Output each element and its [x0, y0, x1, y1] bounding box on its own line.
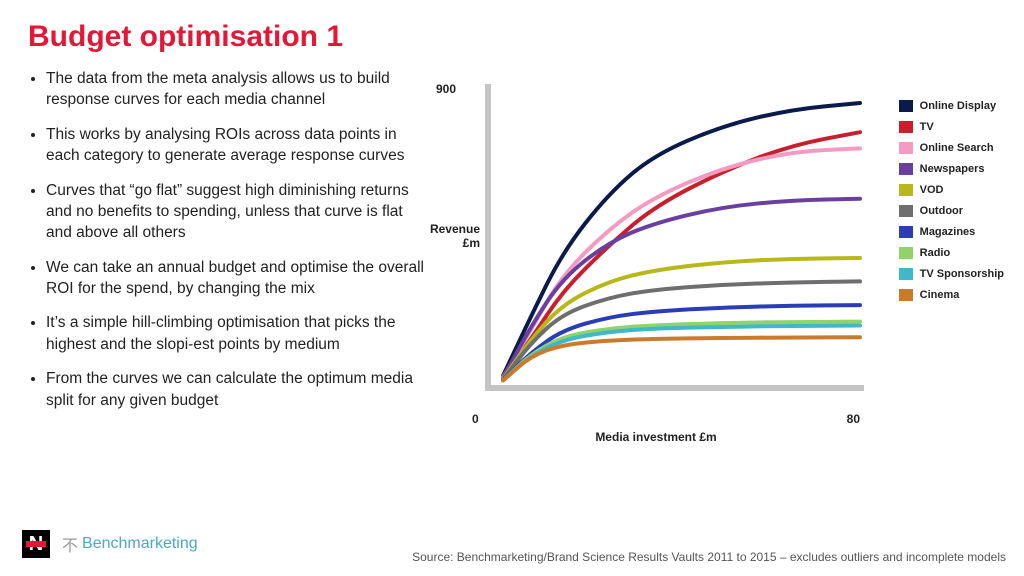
- bullet-item: We can take an annual budget and optimis…: [46, 257, 428, 300]
- legend-swatch-icon: [899, 268, 913, 280]
- legend-item: TV: [899, 121, 1004, 133]
- legend-label: Newspapers: [920, 163, 985, 175]
- bullet-item: The data from the meta analysis allows u…: [46, 68, 428, 111]
- chart-area: 900 Revenue£m 0 80 Media investment £m O…: [436, 68, 996, 432]
- legend-item: Cinema: [899, 289, 1004, 301]
- benchmarketing-text: Benchmarketing: [82, 535, 198, 553]
- series-line: [503, 281, 860, 379]
- legend-swatch-icon: [899, 289, 913, 301]
- legend-label: Outdoor: [920, 205, 963, 217]
- response-curves-chart: [484, 84, 864, 394]
- chart-legend: Online Display TV Online Search Newspapers V…: [899, 100, 1004, 301]
- footer-logos: 不 Benchmarketing: [22, 530, 198, 558]
- x-axis-label: Media investment £m: [436, 430, 876, 444]
- legend-swatch-icon: [899, 205, 913, 217]
- bullet-item: Curves that “go flat” suggest high dimin…: [46, 180, 428, 244]
- bullet-item: It’s a simple hill-climbing optimisation…: [46, 312, 428, 355]
- legend-swatch-icon: [899, 184, 913, 196]
- source-footnote: Source: Benchmarketing/Brand Science Res…: [412, 550, 1006, 564]
- legend-label: Cinema: [920, 289, 960, 301]
- y-max-label: 900: [436, 82, 456, 96]
- series-line: [503, 322, 860, 381]
- benchmarketing-logo: 不 Benchmarketing: [62, 532, 198, 556]
- legend-item: Magazines: [899, 226, 1004, 238]
- bullet-column: The data from the meta analysis allows u…: [28, 68, 428, 432]
- legend-swatch-icon: [899, 142, 913, 154]
- benchmarketing-glyph-icon: 不: [62, 532, 78, 556]
- legend-label: Online Display: [920, 100, 996, 112]
- newsworks-logo-icon: [22, 530, 50, 558]
- x-min-label: 0: [472, 412, 479, 426]
- legend-item: Online Search: [899, 142, 1004, 154]
- legend-swatch-icon: [899, 226, 913, 238]
- legend-swatch-icon: [899, 121, 913, 133]
- y-axis-label: Revenue£m: [424, 222, 480, 251]
- legend-label: TV Sponsorship: [920, 268, 1004, 280]
- legend-item: VOD: [899, 184, 1004, 196]
- legend-item: Radio: [899, 247, 1004, 259]
- legend-label: Radio: [920, 247, 951, 259]
- bullet-item: From the curves we can calculate the opt…: [46, 368, 428, 411]
- legend-label: TV: [920, 121, 934, 133]
- legend-item: Newspapers: [899, 163, 1004, 175]
- slide-title: Budget optimisation 1: [28, 20, 996, 54]
- legend-item: Outdoor: [899, 205, 1004, 217]
- legend-item: Online Display: [899, 100, 1004, 112]
- bullet-item: This works by analysing ROIs across data…: [46, 124, 428, 167]
- x-max-label: 80: [847, 412, 860, 426]
- legend-item: TV Sponsorship: [899, 268, 1004, 280]
- legend-swatch-icon: [899, 100, 913, 112]
- legend-label: Online Search: [920, 142, 994, 154]
- legend-label: Magazines: [920, 226, 976, 238]
- legend-swatch-icon: [899, 163, 913, 175]
- legend-swatch-icon: [899, 247, 913, 259]
- legend-label: VOD: [920, 184, 944, 196]
